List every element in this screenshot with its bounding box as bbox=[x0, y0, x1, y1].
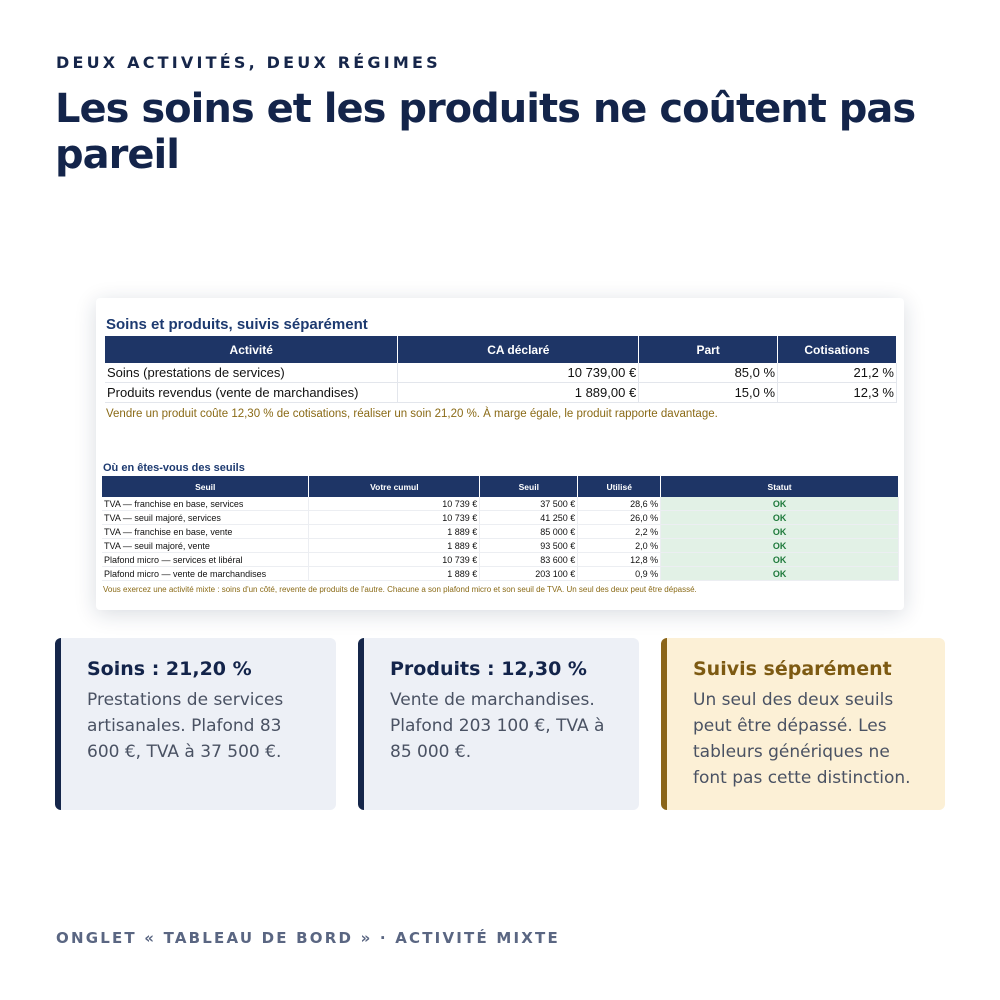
cell: 12,8 % bbox=[577, 552, 662, 567]
cell: 83 600 € bbox=[479, 552, 579, 567]
cell: 1 889,00 € bbox=[397, 382, 640, 403]
cell: 93 500 € bbox=[479, 538, 579, 553]
card-suivis: Suivis séparément Un seul des deux seuil… bbox=[661, 638, 945, 810]
cell: Produits revendus (vente de marchandises… bbox=[105, 382, 399, 403]
column-header: Seuil bbox=[102, 476, 310, 497]
eyebrow: DEUX ACTIVITÉS, DEUX RÉGIMES bbox=[56, 53, 441, 72]
cell: 21,2 % bbox=[777, 363, 897, 383]
cell: 203 100 € bbox=[479, 566, 579, 581]
table-row: TVA — seuil majoré, services 10 739 € 41… bbox=[102, 510, 899, 525]
cell: 1 889 € bbox=[308, 538, 481, 553]
cell: 85 000 € bbox=[479, 524, 579, 539]
spreadsheet-screenshot: Soins et produits, suivis séparément Act… bbox=[96, 298, 904, 610]
status-badge: OK bbox=[660, 510, 899, 525]
cell: 26,0 % bbox=[577, 510, 662, 525]
column-header: Seuil bbox=[479, 476, 579, 497]
column-header: Utilisé bbox=[577, 476, 662, 497]
cell: 1 889 € bbox=[308, 566, 481, 581]
cell: 2,2 % bbox=[577, 524, 662, 539]
cell: TVA — seuil majoré, services bbox=[102, 510, 310, 525]
table-row: TVA — seuil majoré, vente 1 889 € 93 500… bbox=[102, 538, 899, 553]
cell: Plafond micro — vente de marchandises bbox=[102, 566, 310, 581]
cell: TVA — seuil majoré, vente bbox=[102, 538, 310, 553]
card-body: Un seul des deux seuils peut être dépass… bbox=[693, 690, 911, 788]
column-header: CA déclaré bbox=[397, 336, 640, 363]
cell: 28,6 % bbox=[577, 497, 662, 511]
thresholds-note: Vous exercez une activité mixte : soins … bbox=[103, 585, 697, 594]
cell: 10 739 € bbox=[308, 552, 481, 567]
card-title: Produits : 12,30 % bbox=[390, 658, 587, 680]
cell: 85,0 % bbox=[638, 363, 779, 383]
column-header: Activité bbox=[105, 336, 399, 363]
status-badge: OK bbox=[660, 524, 899, 539]
table-row: TVA — franchise en base, services 10 739… bbox=[102, 497, 899, 511]
card-body: Prestations de services artisanales. Pla… bbox=[87, 690, 284, 762]
card-produits: Produits : 12,30 % Vente de marchandises… bbox=[358, 638, 639, 810]
status-badge: OK bbox=[660, 552, 899, 567]
headline: Les soins et les produits ne coûtent pas… bbox=[55, 86, 916, 178]
cell: Soins (prestations de services) bbox=[105, 363, 399, 383]
cell: 2,0 % bbox=[577, 538, 662, 553]
cell: 1 889 € bbox=[308, 524, 481, 539]
card-body: Vente de marchandises. Plafond 203 100 €… bbox=[390, 690, 605, 762]
cell: 10 739 € bbox=[308, 510, 481, 525]
card-title: Suivis séparément bbox=[693, 658, 892, 680]
column-header: Part bbox=[638, 336, 779, 363]
cell: TVA — franchise en base, vente bbox=[102, 524, 310, 539]
column-header: Statut bbox=[660, 476, 899, 497]
activity-note: Vendre un produit coûte 12,30 % de cotis… bbox=[106, 408, 718, 420]
footer-caption: ONGLET « TABLEAU DE BORD » · ACTIVITÉ MI… bbox=[56, 929, 560, 947]
cell: 0,9 % bbox=[577, 566, 662, 581]
table-row: Produits revendus (vente de marchandises… bbox=[105, 382, 897, 403]
table-row: Soins (prestations de services) 10 739,0… bbox=[105, 363, 897, 383]
cell: 10 739 € bbox=[308, 497, 481, 511]
cell: TVA — franchise en base, services bbox=[102, 497, 310, 511]
table-row: TVA — franchise en base, vente 1 889 € 8… bbox=[102, 524, 899, 539]
thresholds-table-header: Seuil Votre cumul Seuil Utilisé Statut bbox=[102, 476, 899, 497]
thresholds-table: Seuil Votre cumul Seuil Utilisé Statut T… bbox=[102, 476, 899, 581]
status-badge: OK bbox=[660, 566, 899, 581]
cell: 10 739,00 € bbox=[397, 363, 640, 383]
status-badge: OK bbox=[660, 497, 899, 511]
card-soins: Soins : 21,20 % Prestations de services … bbox=[55, 638, 336, 810]
table-row: Plafond micro — services et libéral 10 7… bbox=[102, 552, 899, 567]
status-badge: OK bbox=[660, 538, 899, 553]
cell: 37 500 € bbox=[479, 497, 579, 511]
thresholds-title: Où en êtes-vous des seuils bbox=[103, 462, 245, 474]
cell: 15,0 % bbox=[638, 382, 779, 403]
cell: Plafond micro — services et libéral bbox=[102, 552, 310, 567]
cell: 12,3 % bbox=[777, 382, 897, 403]
table-row: Plafond micro — vente de marchandises 1 … bbox=[102, 566, 899, 581]
activity-table-header: Activité CA déclaré Part Cotisations bbox=[105, 336, 897, 363]
sheet-title: Soins et produits, suivis séparément bbox=[106, 316, 368, 333]
column-header: Votre cumul bbox=[308, 476, 481, 497]
card-title: Soins : 21,20 % bbox=[87, 658, 252, 680]
cell: 41 250 € bbox=[479, 510, 579, 525]
column-header: Cotisations bbox=[777, 336, 897, 363]
activity-table: Activité CA déclaré Part Cotisations Soi… bbox=[105, 336, 897, 403]
